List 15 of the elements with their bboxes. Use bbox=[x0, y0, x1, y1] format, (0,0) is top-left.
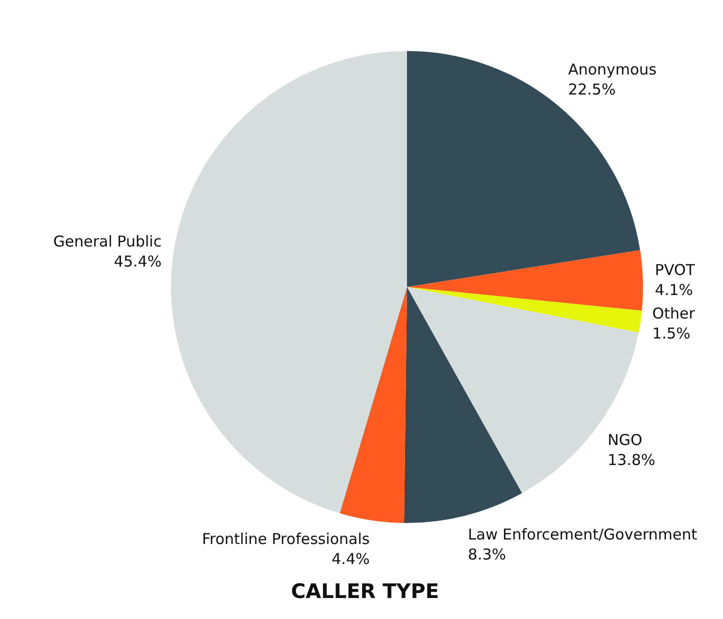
slice-label: Law Enforcement/Government bbox=[468, 525, 698, 544]
slice-label: Frontline Professionals bbox=[202, 530, 370, 548]
data-label: 45.4% bbox=[114, 252, 162, 270]
slice-label: General Public bbox=[53, 232, 162, 250]
data-label: 22.5% bbox=[568, 80, 616, 98]
data-label: 4.1% bbox=[654, 280, 694, 299]
data-label: 1.5% bbox=[652, 324, 690, 342]
data-label: 4.4% bbox=[332, 550, 370, 568]
data-label: 13.8% bbox=[608, 450, 656, 469]
slice-label: Anonymous bbox=[568, 60, 657, 78]
slice-label: PVOT bbox=[654, 260, 696, 279]
data-label: 8.3% bbox=[468, 545, 506, 564]
text: CALLER TYPE bbox=[290, 579, 440, 604]
slice-label: Other bbox=[652, 304, 696, 322]
slice-label: NGO bbox=[608, 430, 642, 449]
